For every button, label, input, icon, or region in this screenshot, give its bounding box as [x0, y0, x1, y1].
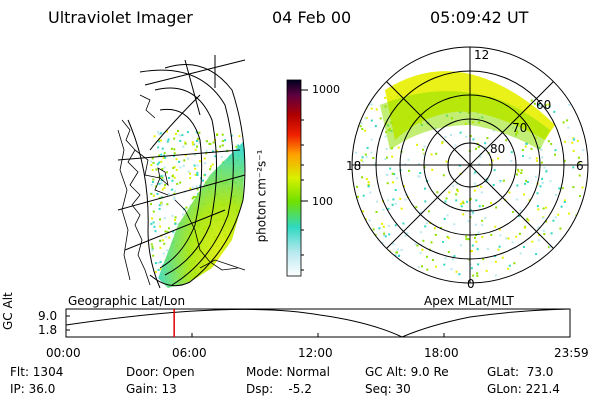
status-gain: Gain: 13: [126, 382, 177, 396]
colorbar-tick-100: 100: [312, 195, 333, 208]
instrument-title: Ultraviolet Imager: [48, 8, 193, 27]
status-glat: GLat: 73.0: [487, 365, 554, 379]
colorbar-unit-label: photon cm⁻²s⁻¹: [254, 149, 269, 243]
status-seq: Seq: 30: [365, 382, 411, 396]
altitude-plot-frame: [65, 308, 571, 338]
xtick-4: 23:59: [554, 346, 589, 360]
time-label: 05:09:42 UT: [430, 8, 529, 27]
status-flt: Flt: 1304: [10, 365, 64, 379]
geographic-map-panel: [117, 55, 246, 289]
altitude-ylabel: GC Alt: [1, 292, 15, 330]
mlat-label-60: 60: [536, 98, 552, 112]
altitude-curve: [65, 308, 571, 338]
colorbar-tick-1000: 1000: [312, 83, 340, 96]
mlt-label-12: 12: [474, 48, 490, 62]
altitude-ytick-low: 1.8: [38, 323, 58, 337]
apex-panel-label: Apex MLat/MLT: [424, 294, 514, 308]
mlat-label-70: 70: [512, 121, 528, 135]
status-gcalt: GC Alt: 9.0 Re: [365, 365, 449, 379]
geographic-panel-label: Geographic Lat/Lon: [68, 294, 186, 308]
date-label: 04 Feb 00: [272, 8, 352, 27]
status-dsp: Dsp: -5.2: [246, 382, 312, 396]
xtick-2: 12:00: [298, 346, 333, 360]
color-scale-bar: [286, 79, 308, 277]
mlat-label-80: 80: [490, 142, 506, 156]
status-mode: Mode: Normal: [246, 365, 330, 379]
mlt-label-6: 6: [576, 159, 584, 173]
status-ip: IP: 36.0: [10, 382, 56, 396]
xtick-0: 00:00: [46, 346, 81, 360]
polar-mlat-mlt-panel: [351, 46, 589, 284]
status-door: Door: Open: [126, 365, 195, 379]
status-glon: GLon: 221.4: [487, 382, 560, 396]
geo-coastlines: [117, 94, 246, 286]
mlt-label-0: 0: [467, 277, 475, 291]
altitude-ytick-high: 9.0: [38, 309, 58, 323]
xtick-1: 06:00: [172, 346, 207, 360]
mlt-label-18: 18: [346, 159, 362, 173]
altitude-plot: [65, 308, 571, 338]
xtick-3: 18:00: [424, 346, 459, 360]
